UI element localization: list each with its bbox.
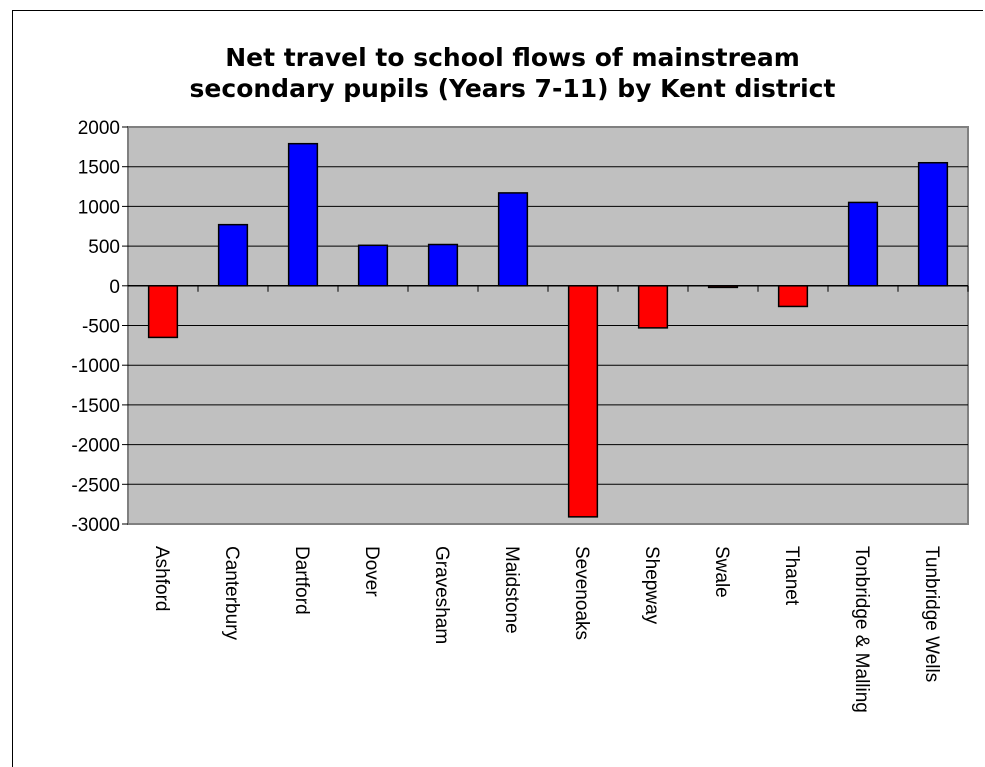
chart-title: Net travel to school flows of mainstream…: [90, 42, 935, 104]
x-category-label: Tunbridge Wells: [921, 546, 942, 682]
y-tick-label: -1500: [71, 396, 120, 417]
y-tick-label: -2500: [71, 475, 120, 496]
x-category-label: Swale: [711, 546, 732, 598]
chart-title-line-1: Net travel to school flows of mainstream: [225, 43, 800, 72]
y-tick-label: -3000: [71, 515, 120, 536]
x-category-label: Ashford: [151, 546, 172, 611]
bar-dartford: [287, 142, 319, 287]
bar-tonbridge-malling: [847, 201, 879, 287]
bar-maidstone: [497, 192, 529, 287]
y-tick-label: -1000: [71, 356, 120, 377]
x-category-label: Tonbridge & Malling: [851, 546, 872, 713]
x-category-label: Sevenoaks: [571, 546, 592, 640]
bar-canterbury: [217, 223, 249, 287]
y-tick-label: -500: [82, 317, 120, 338]
y-tick-label: 1000: [78, 197, 120, 218]
y-tick-label: 2000: [78, 118, 120, 139]
y-axis-ticks: 2000 1500 1000 500 0 -500 -1000 -1500 -2000 -2500…: [71, 118, 128, 536]
y-tick-label: -2000: [71, 436, 120, 457]
x-category-label: Maidstone: [501, 546, 522, 634]
x-category-label: Shepway: [641, 546, 662, 625]
x-category-label: Canterbury: [221, 546, 242, 640]
x-category-label: Gravesham: [431, 546, 452, 644]
bar-gravesham: [427, 243, 459, 287]
bar-shepway: [637, 285, 669, 329]
y-tick-label: 1500: [78, 158, 120, 179]
y-tick-label: 0: [109, 277, 120, 298]
y-tick-label: 500: [88, 237, 120, 258]
x-category-label: Dartford: [291, 546, 312, 615]
chart-title-line-2: secondary pupils (Years 7-11) by Kent di…: [189, 74, 836, 103]
bar-tunbridge-wells: [917, 161, 949, 287]
x-category-label: Thanet: [781, 546, 802, 606]
x-axis-labels: Ashford Canterbury Dartford Dover Gravesham M…: [151, 546, 942, 713]
bar-thanet: [777, 285, 809, 308]
bar-dover: [357, 244, 389, 287]
bar-sevenoaks: [567, 285, 599, 518]
bar-ashford: [147, 285, 179, 339]
x-category-label: Dover: [361, 546, 382, 597]
